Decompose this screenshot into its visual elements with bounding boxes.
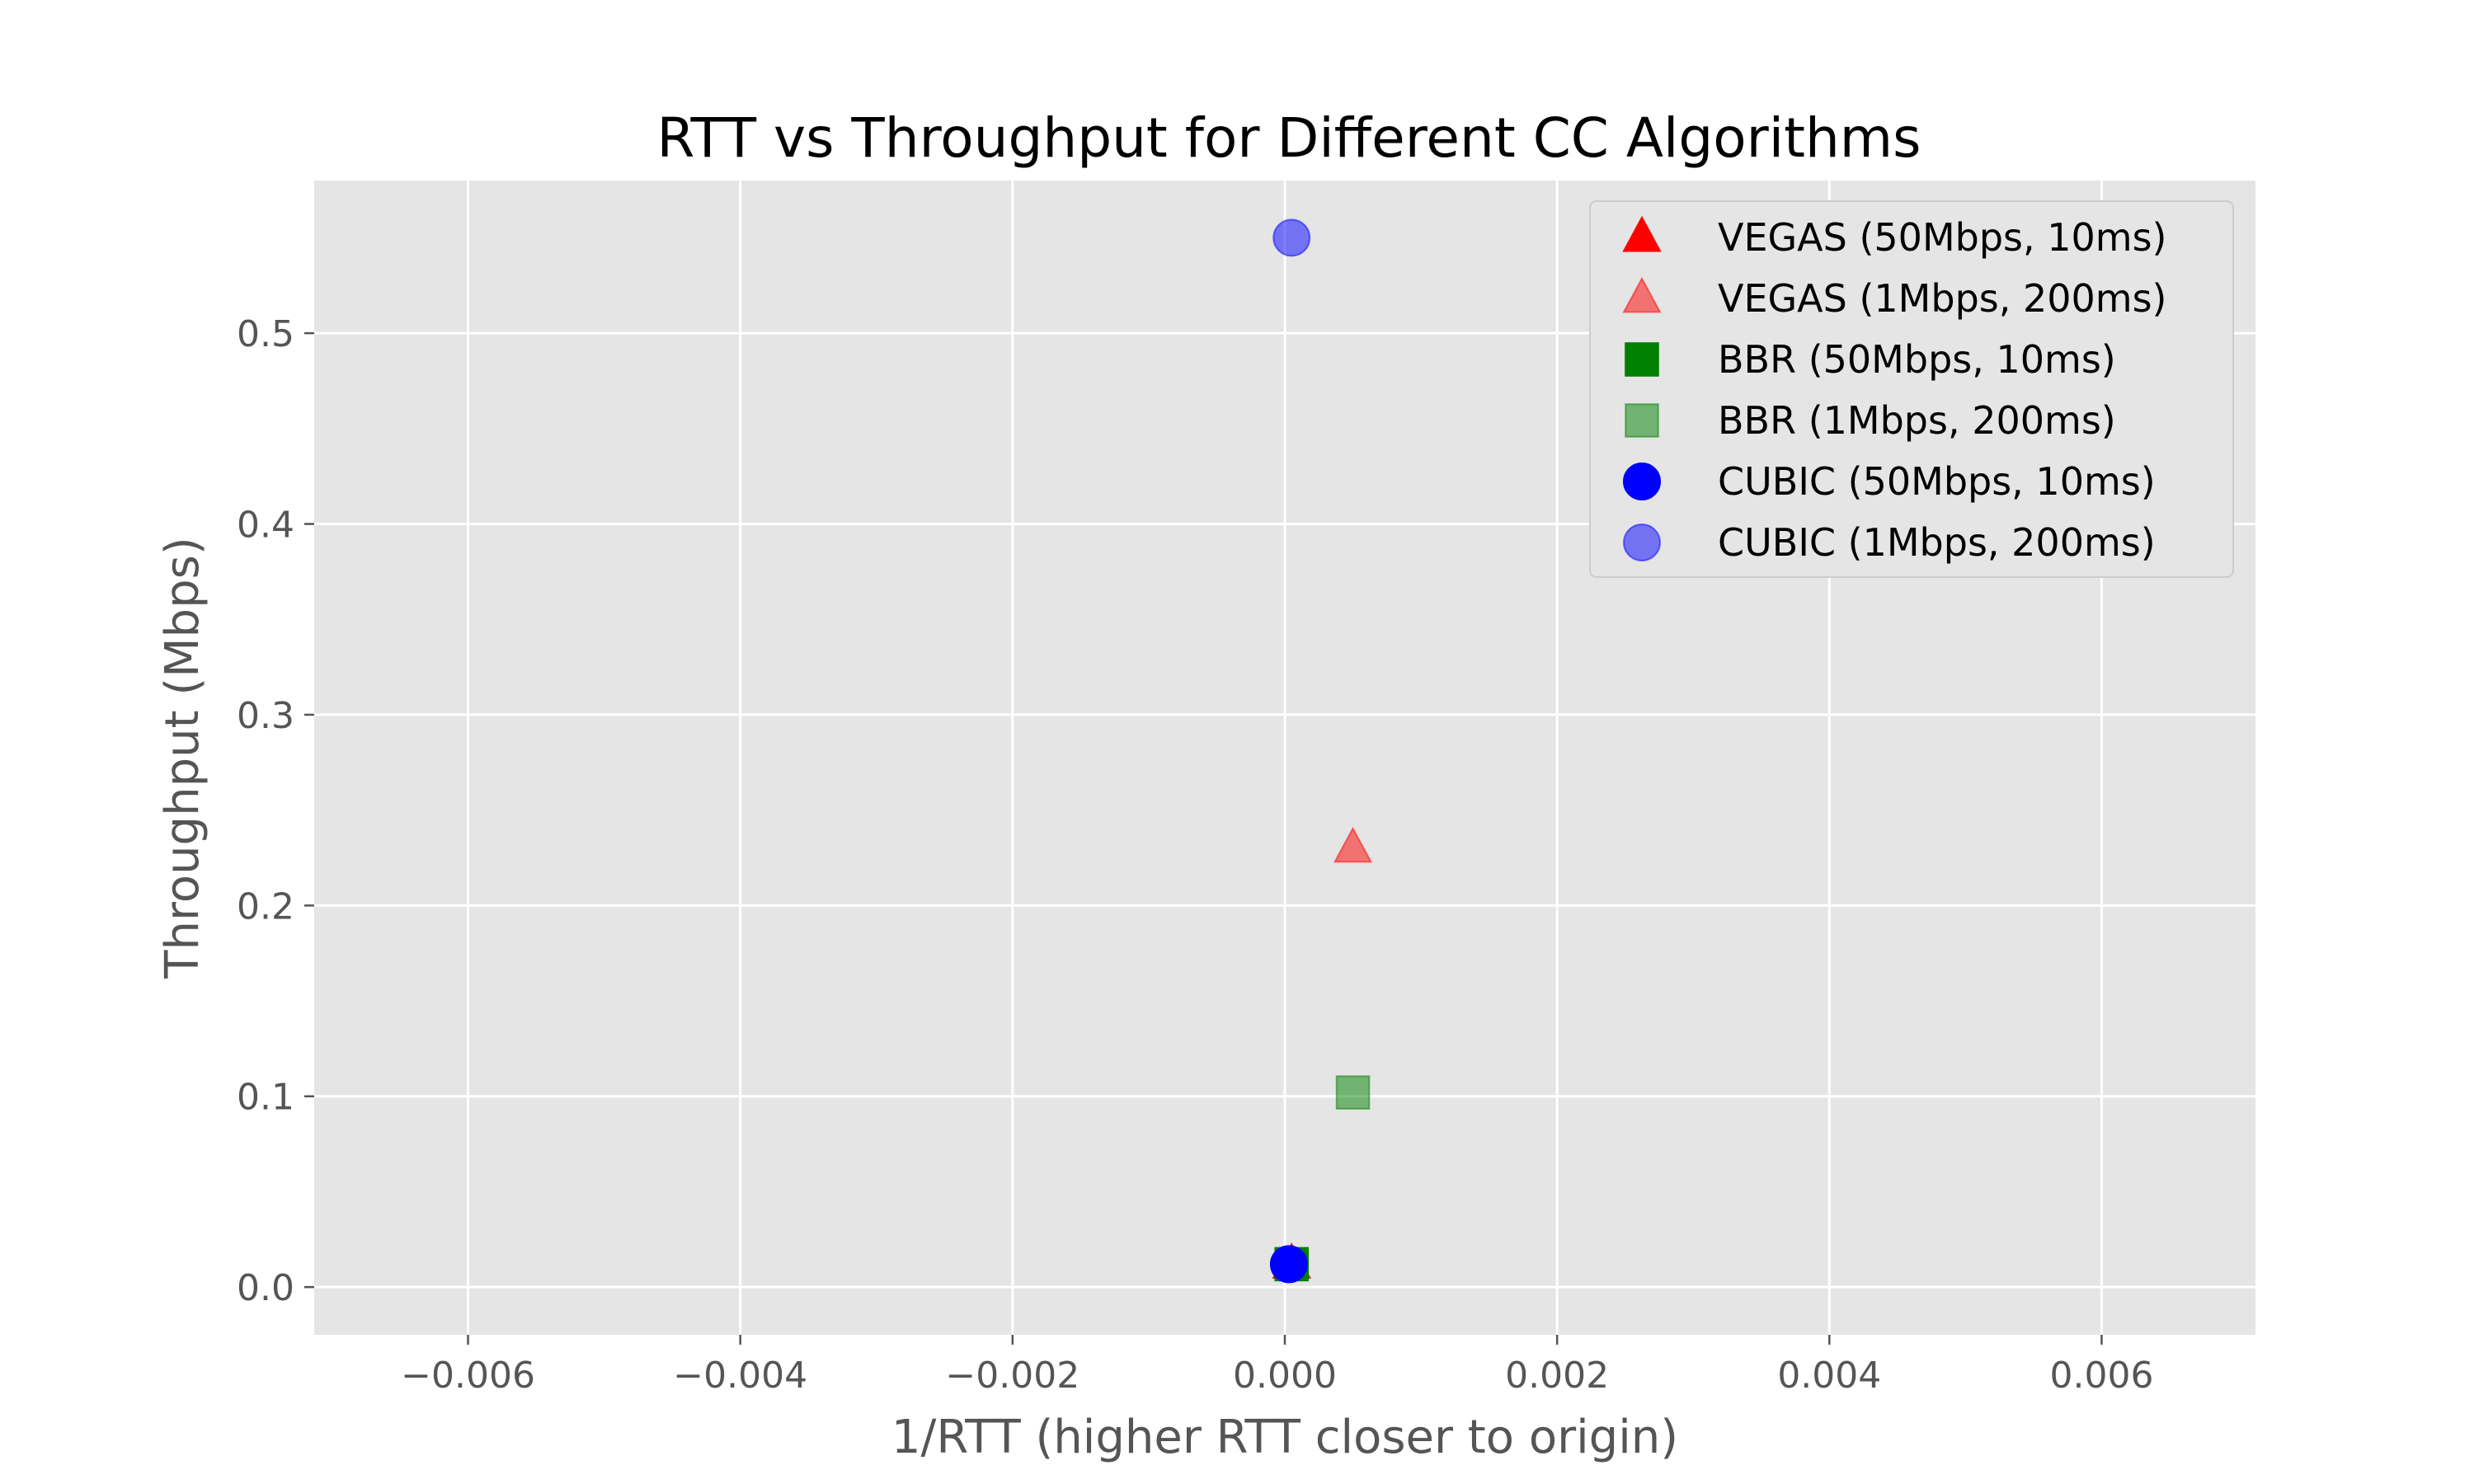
- legend-marker-triangle: [1622, 215, 1662, 252]
- x-tick-label: 0.002: [1505, 1355, 1609, 1397]
- x-tick-label: −0.004: [673, 1355, 807, 1397]
- legend-marker-square: [1625, 403, 1659, 438]
- y-tick-label: 0.3: [237, 695, 294, 737]
- x-tick-label: −0.002: [945, 1355, 1079, 1397]
- legend-label: VEGAS (50Mbps, 10ms): [1718, 215, 2167, 260]
- legend-label: BBR (1Mbps, 200ms): [1718, 398, 2116, 443]
- grid-lines: [314, 181, 2255, 1335]
- chart-title: RTT vs Throughput for Different CC Algor…: [657, 106, 1921, 170]
- x-tick-label: 0.000: [1233, 1355, 1337, 1397]
- legend-marker-circle: [1623, 524, 1661, 561]
- y-axis-label: Throughput (Mbps): [156, 537, 209, 979]
- legend-box: [1589, 200, 2234, 578]
- legend: VEGAS (50Mbps, 10ms) VEGAS (1Mbps, 200ms)…: [1589, 200, 2234, 578]
- legend-marker-square: [1625, 342, 1659, 377]
- x-tick-label: 0.004: [1777, 1355, 1881, 1397]
- legend-label: BBR (50Mbps, 10ms): [1718, 337, 2116, 382]
- data-point-square: [1335, 1075, 1371, 1110]
- data-points: [1269, 218, 1373, 1284]
- y-tick-label: 0.1: [237, 1077, 294, 1119]
- legend-label: VEGAS (1Mbps, 200ms): [1718, 276, 2167, 321]
- y-tick-label: 0.2: [237, 885, 294, 928]
- y-axis-ticks: 0.0 0.1 0.2 0.3 0.4 0.5: [237, 313, 314, 1309]
- legend-label: CUBIC (1Mbps, 200ms): [1718, 520, 2156, 565]
- x-axis-label: 1/RTT (higher RTT closer to origin): [891, 1411, 1678, 1464]
- y-tick-label: 0.0: [237, 1267, 294, 1309]
- legend-marker-circle: [1623, 463, 1661, 500]
- x-axis-ticks: −0.006 −0.004 −0.002 0.000 0.002 0.004 0.006: [401, 1335, 2153, 1397]
- legend-marker-triangle: [1622, 276, 1662, 313]
- x-tick-label: 0.006: [2049, 1355, 2153, 1397]
- y-tick-label: 0.4: [237, 505, 294, 547]
- legend-label: CUBIC (50Mbps, 10ms): [1718, 459, 2156, 504]
- data-point-triangle: [1333, 826, 1373, 863]
- data-point-circle: [1269, 1245, 1308, 1284]
- data-point-circle: [1272, 218, 1311, 257]
- x-tick-label: −0.006: [401, 1355, 535, 1397]
- y-tick-label: 0.5: [237, 313, 294, 355]
